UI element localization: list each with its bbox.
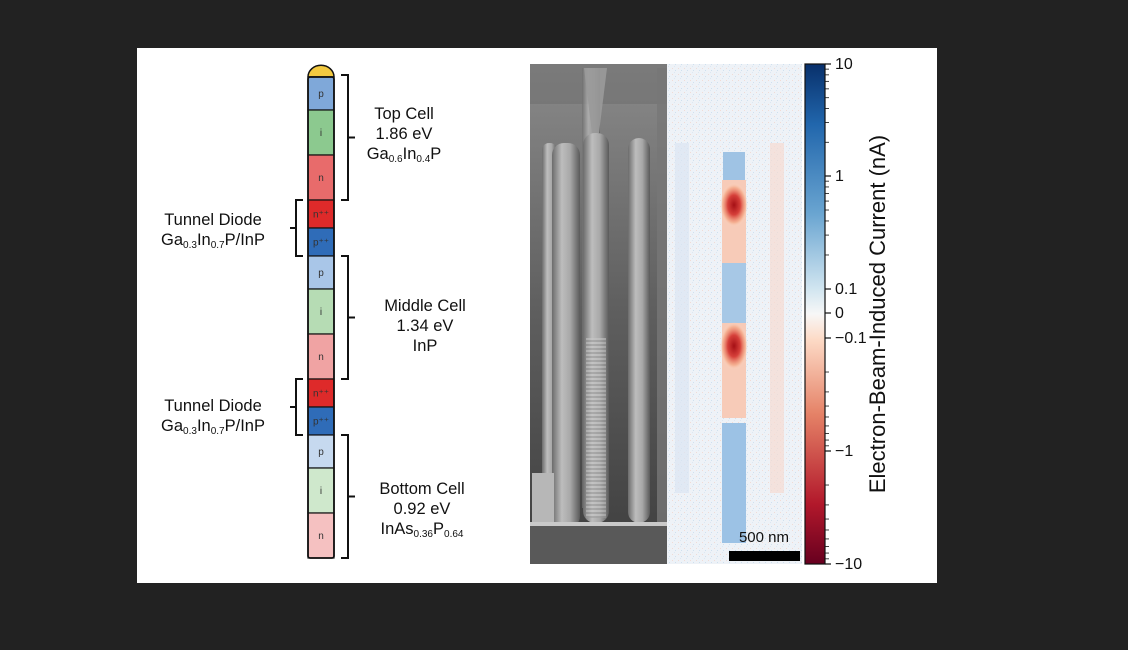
colorbar-tick-label: −1 <box>835 443 853 460</box>
scale-bar-label: 500 nm <box>739 529 789 546</box>
segment-letter: n <box>318 352 324 363</box>
segment-letter: n <box>318 531 324 542</box>
figure-canvas: p i n n⁺⁺ p⁺⁺ p i n n⁺⁺ p⁺⁺ p i n <box>290 56 890 573</box>
nanowire-stack: p i n n⁺⁺ p⁺⁺ p i n n⁺⁺ p⁺⁺ p i n <box>290 64 355 559</box>
colorbar-title: Electron-Beam-Induced Current (nA) <box>865 135 890 493</box>
bottom-cell-label: Bottom Cell 0.92 eV InAs0.36P0.64 <box>352 479 492 540</box>
middle-cell-name: Middle Cell <box>384 297 466 315</box>
gold-catalyst-cap <box>307 64 335 78</box>
segment-letter: p⁺⁺ <box>313 417 329 428</box>
top-cell-name: Top Cell <box>374 105 434 123</box>
figure-panel: p i n n⁺⁺ p⁺⁺ p i n n⁺⁺ p⁺⁺ p i n <box>137 48 937 583</box>
colorbar-gradient <box>804 63 826 565</box>
tunnel-diode-2-label: Tunnel Diode Ga0.3In0.7P/InP <box>133 396 293 437</box>
stack-outline <box>307 76 335 559</box>
colorbar: 10 1 0.1 0 −0.1 −1 −10 Electron-Beam-Induced C… <box>804 56 890 573</box>
segment-letter: p <box>318 89 324 100</box>
tunnel-diode-1-material: Ga0.3In0.7P/InP <box>161 231 265 251</box>
colorbar-tick-label: 0.1 <box>835 281 857 298</box>
stack-segment <box>307 512 335 559</box>
middle-cell-material: InP <box>412 337 438 355</box>
bottom-cell-material: InAs0.36P0.64 <box>380 520 464 540</box>
colorbar-tick-label: 10 <box>835 56 853 73</box>
bracket <box>341 255 349 380</box>
top-cell-material: Ga0.6In0.4P <box>366 145 442 165</box>
stack-segment <box>307 154 335 201</box>
bracket <box>295 378 303 436</box>
tunnel-diode-1-label: Tunnel Diode Ga0.3In0.7P/InP <box>133 210 293 251</box>
segment-letter: n⁺⁺ <box>313 210 329 221</box>
top-cell-energy: 1.86 eV <box>375 125 433 143</box>
stack-segment <box>307 406 335 436</box>
colorbar-tick-label: −0.1 <box>835 330 867 347</box>
colorbar-tick-label: −10 <box>835 556 862 573</box>
colorbar-tick-label: 0 <box>835 305 844 322</box>
segment-letter: p <box>318 447 324 458</box>
segment-letter: i <box>320 486 322 497</box>
sem-image <box>530 64 667 564</box>
segment-letter: n⁺⁺ <box>313 389 329 400</box>
bracket <box>341 434 349 559</box>
tunnel-diode-1-name: Tunnel Diode <box>164 211 262 229</box>
segment-letter: p⁺⁺ <box>313 238 329 249</box>
segment-letter: p <box>318 268 324 279</box>
middle-cell-energy: 1.34 eV <box>396 317 454 335</box>
middle-cell-label: Middle Cell 1.34 eV InP <box>355 296 495 356</box>
segment-letter: n <box>318 173 324 184</box>
bottom-cell-name: Bottom Cell <box>379 480 465 498</box>
tunnel-diode-2-name: Tunnel Diode <box>164 397 262 415</box>
segment-letter: i <box>320 128 322 139</box>
colorbar-tick-label: 1 <box>835 168 844 185</box>
top-cell-label: Top Cell 1.86 eV Ga0.6In0.4P <box>345 104 463 165</box>
ebic-map: 500 nm <box>667 64 802 564</box>
tunnel-diode-2-material: Ga0.3In0.7P/InP <box>161 417 265 437</box>
segment-letter: i <box>320 307 322 318</box>
bracket <box>295 199 303 257</box>
bottom-cell-energy: 0.92 eV <box>393 500 451 518</box>
stack-segment <box>307 109 335 156</box>
colorbar-ticks: 10 1 0.1 0 −0.1 −1 −10 <box>825 56 867 573</box>
